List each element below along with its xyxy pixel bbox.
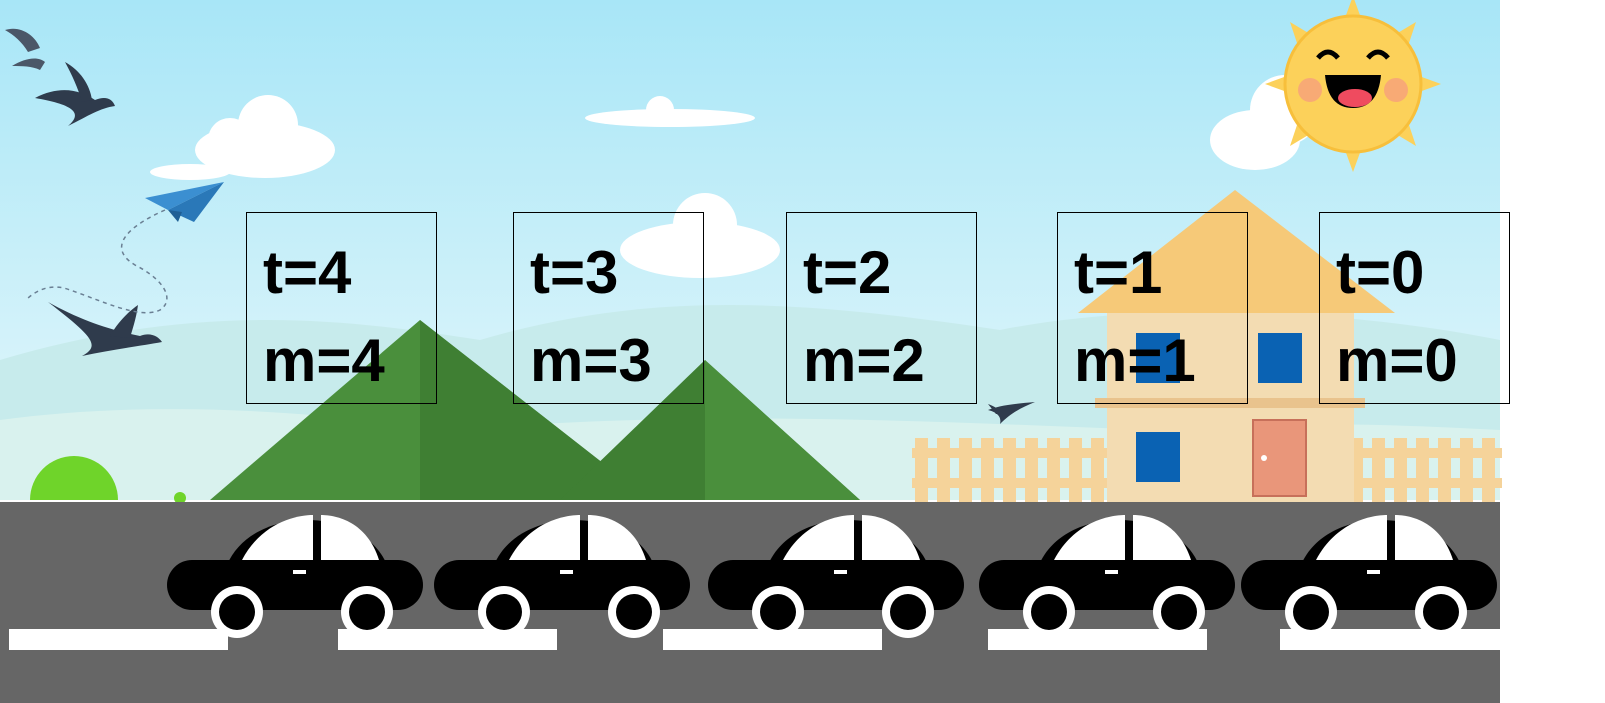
frame-box-t0: t=0 m=0 bbox=[1319, 212, 1510, 404]
lane-markings bbox=[9, 629, 1500, 650]
bird-icon bbox=[48, 302, 162, 356]
frame-box-t1: t=1 m=1 bbox=[1057, 212, 1248, 404]
frame-box-t3: t=3 m=3 bbox=[513, 212, 704, 404]
position-label: m=1 bbox=[1074, 327, 1196, 394]
cloud-icon bbox=[620, 193, 780, 278]
paper-plane-trail bbox=[27, 209, 168, 314]
position-label: m=3 bbox=[530, 327, 652, 394]
position-label: m=2 bbox=[803, 327, 925, 394]
position-label: m=0 bbox=[1336, 327, 1458, 394]
bush-icon bbox=[30, 456, 186, 504]
time-label: t=1 bbox=[1074, 239, 1163, 306]
house-icon bbox=[1078, 190, 1395, 503]
cloud-icon bbox=[150, 164, 230, 180]
cloud-icon bbox=[585, 96, 755, 127]
cloud-icon bbox=[195, 95, 335, 178]
sun-icon bbox=[1265, 0, 1441, 172]
mountains bbox=[210, 320, 860, 500]
time-label: t=2 bbox=[803, 239, 892, 306]
time-label: t=3 bbox=[530, 239, 619, 306]
bird-icon bbox=[35, 62, 115, 126]
frame-box-t2: t=2 m=2 bbox=[786, 212, 977, 404]
frame-box-t4: t=4 m=4 bbox=[246, 212, 437, 404]
paper-plane-icon bbox=[145, 182, 224, 222]
time-label: t=0 bbox=[1336, 239, 1425, 306]
bird-icon bbox=[5, 28, 45, 70]
position-label: m=4 bbox=[263, 327, 385, 394]
bird-icon bbox=[988, 402, 1035, 424]
time-label: t=4 bbox=[263, 239, 352, 306]
